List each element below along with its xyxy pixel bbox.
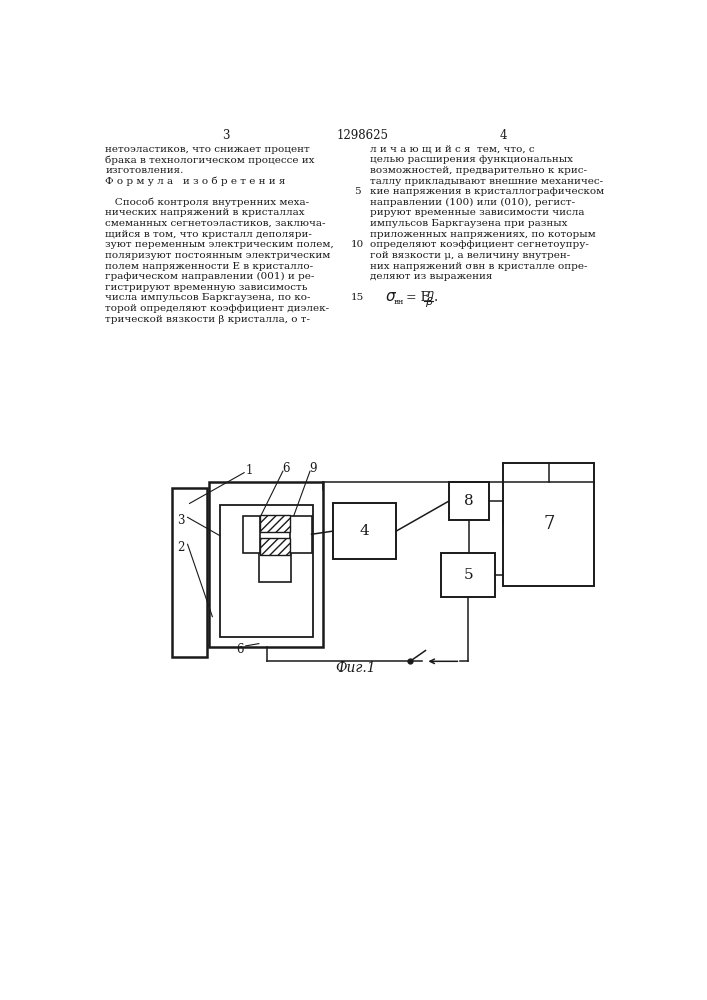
Text: 4: 4 xyxy=(359,524,369,538)
Text: 5: 5 xyxy=(463,568,473,582)
Bar xyxy=(209,482,323,647)
Text: 3: 3 xyxy=(222,129,229,142)
Text: графическом направлении (001) и ре-: графическом направлении (001) и ре- xyxy=(105,272,315,281)
Text: трической вязкости β кристалла, о т-: трической вязкости β кристалла, о т- xyxy=(105,315,310,324)
Bar xyxy=(290,516,312,553)
Text: гистрируют временную зависимость: гистрируют временную зависимость xyxy=(105,283,308,292)
Bar xyxy=(332,503,396,559)
Text: л и ч а ю щ и й с я  тем, что, с: л и ч а ю щ и й с я тем, что, с xyxy=(370,145,534,154)
Bar xyxy=(243,516,260,553)
Text: направлении (100) или (010), регист-: направлении (100) или (010), регист- xyxy=(370,198,575,207)
Bar xyxy=(441,553,495,597)
Text: торой определяют коэффициент диэлек-: торой определяют коэффициент диэлек- xyxy=(105,304,329,313)
Bar xyxy=(260,515,290,532)
Text: гой вязкости μ, а величину внутрен-: гой вязкости μ, а величину внутрен- xyxy=(370,251,570,260)
Text: 9: 9 xyxy=(310,462,317,475)
Text: изготовления.: изготовления. xyxy=(105,166,184,175)
Text: поляризуют постоянным электрическим: поляризуют постоянным электрическим xyxy=(105,251,331,260)
Text: кие напряжения в кристаллографическом: кие напряжения в кристаллографическом xyxy=(370,187,604,196)
Text: 4: 4 xyxy=(499,129,507,142)
Text: = E: = E xyxy=(406,291,430,304)
Bar xyxy=(449,482,489,520)
Bar xyxy=(259,520,291,582)
Text: Ф о р м у л а   и з о б р е т е н и я: Ф о р м у л а и з о б р е т е н и я xyxy=(105,177,286,186)
Text: 15: 15 xyxy=(351,293,364,302)
Bar xyxy=(220,505,313,637)
Text: числа импульсов Баркгаузена, по ко-: числа импульсов Баркгаузена, по ко- xyxy=(105,293,311,302)
Text: приложенных напряжениях, по которым: приложенных напряжениях, по которым xyxy=(370,230,595,239)
Text: них напряжений σвн в кристалле опре-: них напряжений σвн в кристалле опре- xyxy=(370,262,588,271)
Text: смеманных сегнетоэластиков, заключа-: смеманных сегнетоэластиков, заключа- xyxy=(105,219,326,228)
Text: 1298625: 1298625 xyxy=(337,129,388,142)
Text: 1: 1 xyxy=(246,464,253,477)
Text: Фиг.1: Фиг.1 xyxy=(335,661,376,675)
Bar xyxy=(260,538,290,555)
Text: 3: 3 xyxy=(177,514,185,527)
Text: деляют из выражения: деляют из выражения xyxy=(370,272,492,281)
Text: 6: 6 xyxy=(235,643,243,656)
Text: нетоэластиков, что снижает процент: нетоэластиков, что снижает процент xyxy=(105,145,310,154)
Text: Способ контроля внутренних меха-: Способ контроля внутренних меха- xyxy=(105,198,310,207)
Text: .: . xyxy=(434,290,438,304)
Text: 2: 2 xyxy=(177,541,185,554)
Text: 10: 10 xyxy=(351,240,364,249)
Bar xyxy=(172,488,207,657)
Text: 7: 7 xyxy=(543,515,554,533)
Text: рируют временные зависимости числа: рируют временные зависимости числа xyxy=(370,208,584,217)
Text: $\sigma$: $\sigma$ xyxy=(385,289,397,304)
Text: импульсов Баркгаузена при разных: импульсов Баркгаузена при разных xyxy=(370,219,567,228)
Text: вн: вн xyxy=(394,298,404,306)
Text: 5: 5 xyxy=(354,187,361,196)
Text: 6: 6 xyxy=(282,462,290,475)
Text: целью расширения функциональных: целью расширения функциональных xyxy=(370,155,573,164)
Text: полем напряженности Е в кристалло-: полем напряженности Е в кристалло- xyxy=(105,262,313,271)
Text: таллу прикладывают внешние механичес-: таллу прикладывают внешние механичес- xyxy=(370,177,603,186)
Text: 8: 8 xyxy=(464,494,474,508)
Text: брака в технологическом процессе их: брака в технологическом процессе их xyxy=(105,155,315,165)
Bar xyxy=(503,463,595,586)
Text: определяют коэффициент сегнетоупру-: определяют коэффициент сегнетоупру- xyxy=(370,240,588,249)
Text: зуют переменным электрическим полем,: зуют переменным электрическим полем, xyxy=(105,240,334,249)
Text: $\eta$: $\eta$ xyxy=(426,289,434,301)
Text: $\beta$: $\beta$ xyxy=(425,295,433,309)
Text: нических напряжений в кристаллах: нических напряжений в кристаллах xyxy=(105,208,305,217)
Text: возможностей, предварительно к крис-: возможностей, предварительно к крис- xyxy=(370,166,587,175)
Text: щийся в том, что кристалл деполяри-: щийся в том, что кристалл деполяри- xyxy=(105,230,312,239)
